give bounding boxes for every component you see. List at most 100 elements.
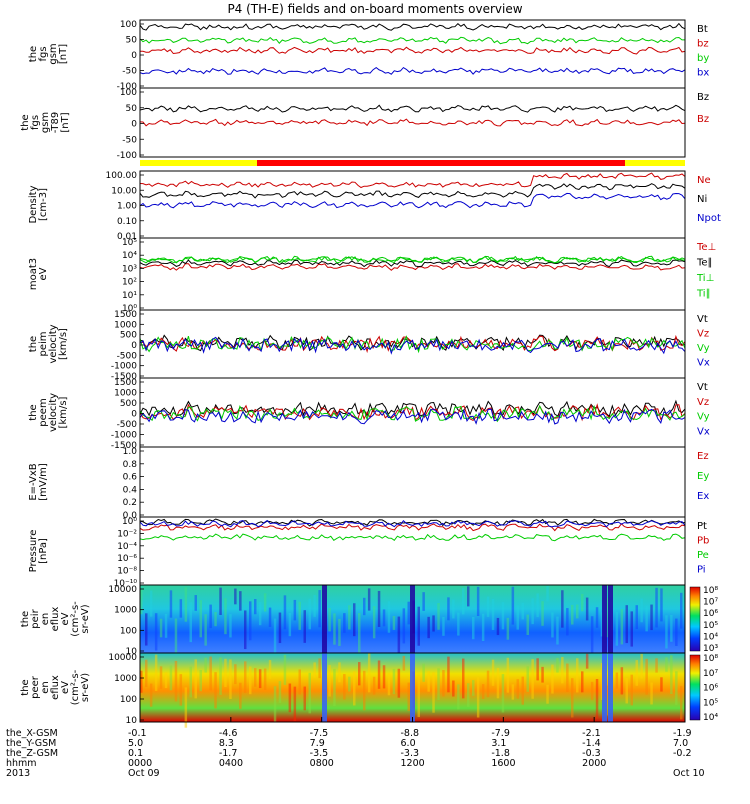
spectrogram-texture <box>298 669 301 695</box>
legend-entry: Vz <box>697 397 709 408</box>
panel-density: Density[cm-3] 100.00 10.00 1.00 0.10 0.01 Ne Ni… <box>28 170 721 242</box>
y-tick-label: 10⁻⁴ <box>117 542 137 552</box>
spectrogram-event <box>410 653 415 722</box>
y-tick-label: 10⁻⁸ <box>117 567 137 577</box>
spectrogram-texture <box>422 663 425 682</box>
spectrogram-texture <box>268 660 272 679</box>
y-tick-label: -100 <box>117 151 138 161</box>
spectrogram-texture <box>288 612 292 637</box>
colorbar-tick: 10⁶ <box>703 684 718 694</box>
panel-peim: thepeimvelocity[km/s] 150010005000-500-10… <box>28 309 710 382</box>
y-axis-label-line: [km/s] <box>58 396 69 428</box>
spectrogram-texture <box>457 612 460 636</box>
y-tick-label: 10⁻¹⁰ <box>114 579 138 589</box>
spectrogram-texture <box>645 658 648 695</box>
spectrogram-texture <box>442 616 445 636</box>
spectrogram-texture <box>427 616 430 639</box>
panel-peer: thepeerenefluxeV(cm²-s-sr-eV)10⁸10⁷10⁶10… <box>20 652 718 728</box>
y-axis-label-line: peir <box>30 608 41 628</box>
y-axis-label-line: peer <box>30 675 41 699</box>
series-line <box>139 118 686 127</box>
colorbar-tick: 10³ <box>703 644 718 654</box>
series-line <box>139 104 686 113</box>
legend-entry: Ez <box>697 451 709 462</box>
y-tick-label: -1500 <box>111 372 137 382</box>
spectrogram-texture <box>595 679 599 719</box>
legend-entry: bz <box>697 39 709 50</box>
y-axis-label-line: fgs <box>30 115 41 130</box>
legend-entry: Vx <box>697 426 710 437</box>
spectrogram-texture <box>258 602 262 626</box>
spectrogram-texture <box>511 586 515 625</box>
legend-entry: Bt <box>697 24 708 35</box>
spectrogram-texture <box>407 682 410 712</box>
spectrogram-texture <box>566 663 569 692</box>
spectrogram-texture <box>670 614 673 642</box>
panels: thefgsgsm[nT]100500-50-100Btbzbybxthefgs… <box>20 19 721 728</box>
y-tick-label: 100 <box>120 88 137 98</box>
spectrogram-texture <box>625 605 628 644</box>
panel-frame <box>139 170 686 239</box>
spectrogram-texture <box>363 670 366 711</box>
spectrogram-texture <box>372 676 376 695</box>
spectrogram-texture <box>194 659 197 699</box>
spectrogram-texture <box>214 672 217 709</box>
spectrogram-texture <box>531 598 534 625</box>
legend-entry: Ni <box>697 194 707 205</box>
x-tick-label: 5.0 <box>128 738 143 749</box>
spectrogram-texture <box>333 668 336 707</box>
x-tick-label: -7.5 <box>310 728 329 739</box>
spectrogram-texture <box>367 588 371 611</box>
spectrogram-texture <box>486 670 490 698</box>
y-tick-label: 0.8 <box>123 460 138 470</box>
spectrogram-texture <box>506 617 510 640</box>
x-tick-label: 3.1 <box>491 738 506 749</box>
spectrogram-texture <box>145 659 148 688</box>
spectrogram-texture <box>258 669 262 689</box>
x-tick-label: 0800 <box>310 758 334 769</box>
spectrogram-texture <box>630 674 633 706</box>
spectrogram-texture <box>184 587 188 622</box>
panel-frame <box>139 237 686 311</box>
y-tick-label: 500 <box>120 399 137 409</box>
spectrogram-texture <box>333 613 336 645</box>
spectrogram-event <box>322 585 327 653</box>
spectrogram-texture <box>149 590 153 617</box>
x-tick-label: -1.7 <box>219 748 238 759</box>
spectrogram-texture <box>551 612 554 638</box>
panel-peir: thepeirenefluxeV(cm²-s-sr-eV) 10⁸10⁷10⁶10… <box>20 584 718 660</box>
legend-entry: Npot <box>697 213 721 224</box>
y-axis-label: thepeirenefluxeV(cm²-s-sr-eV) <box>20 601 91 637</box>
spectrogram-texture <box>239 682 242 709</box>
spectrogram-texture <box>278 612 282 644</box>
x-tick-label: 6.0 <box>401 738 416 749</box>
y-axis-label-line: [mV/m] <box>38 463 49 501</box>
y-axis-label-line: E=-VxB <box>28 463 39 500</box>
legend-entry: Bz <box>697 92 709 103</box>
spectrogram-texture <box>536 593 539 618</box>
spectrogram-texture <box>511 684 515 700</box>
spectrogram-texture <box>254 668 257 687</box>
spectrogram-texture <box>496 667 500 699</box>
spectrogram-texture <box>174 618 178 660</box>
x-tick-label: -3.3 <box>401 748 420 759</box>
spectrogram-texture <box>501 674 505 713</box>
y-axis-label-line: fgs <box>38 46 49 61</box>
y-tick-label: 500 <box>120 331 137 341</box>
spectrogram-texture <box>635 660 638 686</box>
spectrogram-texture <box>571 604 574 625</box>
y-axis-label-line: the <box>28 404 39 420</box>
spectrogram-texture <box>472 680 475 696</box>
y-tick-label: 0.4 <box>123 485 138 495</box>
spectrogram-texture <box>328 608 331 632</box>
panel-temp: moat3eV 10⁵ 10⁴ 10³ 10² 10¹ 10⁰ Te⊥ Te∥ Ti⊥ Ti∥ <box>28 237 716 314</box>
spectrogram-texture <box>224 598 227 635</box>
colorbar-scale <box>689 586 701 652</box>
y-tick-label: 0.6 <box>123 473 138 483</box>
spectrogram-texture <box>382 609 386 627</box>
y-axis-label-line: velocity <box>48 324 59 363</box>
spectrogram-texture <box>521 676 524 705</box>
spectrogram-texture <box>318 658 321 679</box>
y-axis-label-line: the <box>20 679 31 695</box>
